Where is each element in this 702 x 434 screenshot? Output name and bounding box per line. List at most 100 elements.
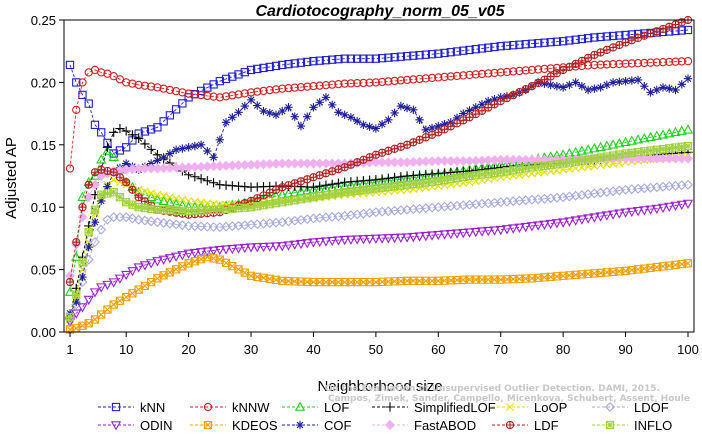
data-point xyxy=(577,34,587,44)
data-point xyxy=(103,182,112,191)
data-point xyxy=(627,76,637,85)
data-point xyxy=(515,40,524,49)
data-point xyxy=(128,79,137,88)
data-point xyxy=(626,135,637,145)
data-point xyxy=(633,59,643,68)
data-point xyxy=(83,295,94,306)
data-point xyxy=(465,45,474,55)
data-point xyxy=(334,189,343,198)
data-point xyxy=(122,78,131,87)
data-point xyxy=(245,243,257,253)
legend-label: LoOP xyxy=(534,400,567,415)
legend-marker xyxy=(203,402,213,412)
data-point xyxy=(228,113,237,122)
data-point xyxy=(645,131,656,142)
data-point xyxy=(552,37,562,46)
data-point xyxy=(365,54,374,63)
data-point xyxy=(253,87,262,96)
data-point xyxy=(127,213,138,224)
data-point xyxy=(103,166,112,176)
data-point xyxy=(90,120,100,129)
data-point xyxy=(184,143,193,152)
data-point xyxy=(89,288,101,298)
data-point xyxy=(303,82,312,91)
data-point xyxy=(352,235,363,245)
data-point xyxy=(296,121,306,131)
data-point xyxy=(140,139,150,149)
data-point xyxy=(97,68,106,77)
legend-label: LOF xyxy=(324,400,349,415)
x-tick-label: 10 xyxy=(119,342,133,357)
legend-entry-knnw: kNNW xyxy=(190,400,270,415)
data-point xyxy=(327,236,338,247)
data-point xyxy=(459,109,468,118)
data-point xyxy=(427,73,437,83)
data-point xyxy=(178,195,187,204)
data-point xyxy=(134,203,143,212)
data-point xyxy=(77,212,88,223)
data-point xyxy=(465,113,474,122)
legend-marker xyxy=(605,402,615,412)
data-point xyxy=(214,245,225,256)
data-point xyxy=(683,153,693,164)
data-point xyxy=(420,231,431,242)
data-point xyxy=(89,237,100,248)
data-point xyxy=(159,84,168,93)
data-point xyxy=(340,110,349,120)
data-point xyxy=(171,86,181,96)
data-point xyxy=(290,59,299,68)
x-axis-label: Neighborhood size xyxy=(317,378,442,395)
y-tick-label: 0.05 xyxy=(31,263,56,278)
data-point xyxy=(390,76,399,86)
data-point xyxy=(465,106,474,115)
data-point xyxy=(490,68,499,78)
data-point xyxy=(620,136,631,147)
data-point xyxy=(452,71,462,81)
data-point xyxy=(283,241,294,251)
data-point xyxy=(632,134,644,144)
data-point xyxy=(189,248,200,259)
data-point xyxy=(440,48,449,58)
data-point xyxy=(221,118,231,127)
data-point xyxy=(540,75,549,84)
data-point xyxy=(483,226,494,237)
data-point xyxy=(471,45,480,54)
data-point xyxy=(65,312,75,322)
data-point xyxy=(140,127,150,136)
data-point xyxy=(683,259,693,268)
data-point xyxy=(96,224,107,235)
data-point xyxy=(121,126,131,136)
data-point xyxy=(384,115,393,125)
data-point xyxy=(439,230,450,240)
data-point xyxy=(451,229,463,239)
data-point xyxy=(283,188,294,198)
data-point xyxy=(390,172,400,183)
data-point xyxy=(552,69,562,78)
data-point xyxy=(670,201,681,211)
data-point xyxy=(615,59,624,69)
data-point xyxy=(203,146,212,156)
data-point xyxy=(121,159,131,168)
data-point xyxy=(278,84,287,93)
data-point xyxy=(683,179,693,190)
data-point xyxy=(359,120,368,130)
data-point xyxy=(115,123,125,134)
data-point xyxy=(346,113,356,122)
data-point xyxy=(172,194,181,203)
data-point xyxy=(383,173,393,183)
data-point xyxy=(408,232,419,243)
data-point xyxy=(215,77,224,86)
data-point xyxy=(71,299,82,310)
legend-marker xyxy=(294,401,306,411)
data-point xyxy=(426,231,438,241)
watermark-line-2: Campos, Zimek, Sander, Campello, Micenko… xyxy=(328,394,690,404)
chart-title: Cardiotocography_norm_05_v05 xyxy=(256,3,506,20)
data-point xyxy=(546,38,555,47)
data-point xyxy=(396,101,406,111)
data-point xyxy=(365,122,374,131)
data-point xyxy=(133,263,144,273)
data-point xyxy=(196,174,206,184)
data-point xyxy=(558,83,568,92)
data-point xyxy=(495,225,506,236)
data-point xyxy=(534,39,543,48)
